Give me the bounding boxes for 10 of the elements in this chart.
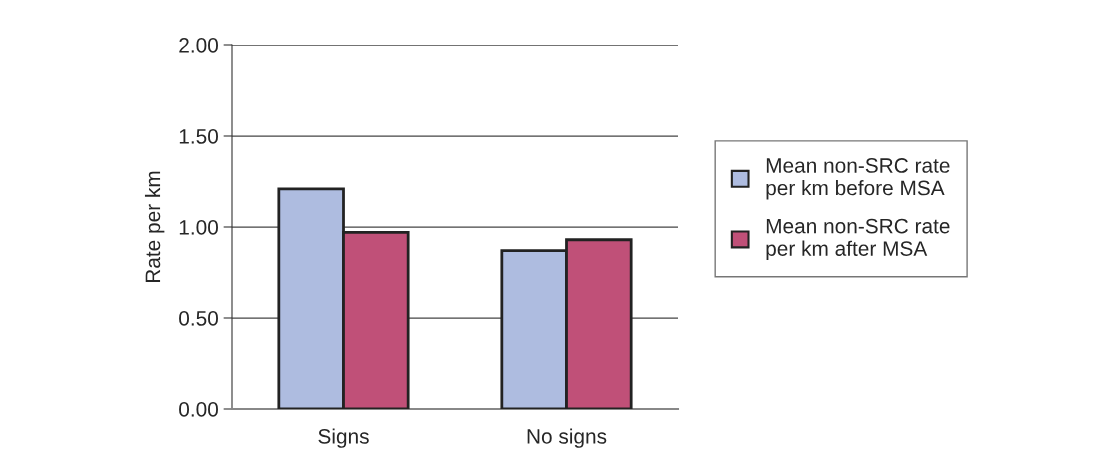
x-tick-label: No signs: [527, 428, 607, 448]
x-tick-label: Signs: [318, 428, 369, 448]
legend-label: Mean non-SRC rate per km after MSA: [766, 218, 950, 261]
y-axis-title: Rate per km: [144, 171, 165, 283]
y-tick-label: 2.00: [179, 38, 218, 53]
legend-label: Mean non-SRC rate per km before MSA: [766, 158, 950, 200]
y-tick-label: 0.50: [179, 311, 218, 326]
y-tick-label: 1.00: [179, 220, 218, 235]
y-tick-label: 1.50: [179, 129, 218, 144]
y-tick-label: 0.00: [179, 402, 218, 417]
